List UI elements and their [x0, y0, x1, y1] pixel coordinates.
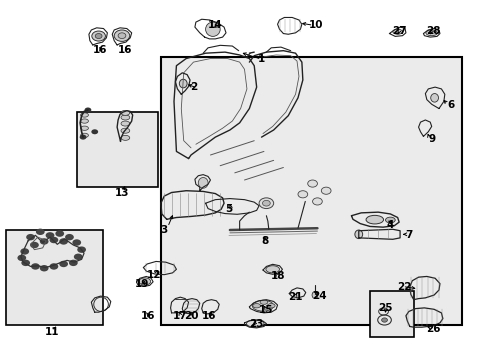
- Ellipse shape: [252, 300, 273, 311]
- Circle shape: [45, 232, 54, 239]
- Circle shape: [72, 239, 81, 246]
- Ellipse shape: [121, 111, 129, 115]
- Ellipse shape: [121, 115, 129, 120]
- Circle shape: [80, 135, 86, 140]
- Text: 8: 8: [261, 236, 268, 246]
- Ellipse shape: [121, 121, 129, 126]
- Text: 15: 15: [259, 305, 273, 315]
- Ellipse shape: [430, 94, 438, 102]
- Ellipse shape: [81, 113, 88, 117]
- Text: 17: 17: [173, 311, 187, 321]
- Text: 16: 16: [202, 311, 216, 321]
- Circle shape: [114, 30, 129, 41]
- Circle shape: [381, 318, 386, 322]
- Circle shape: [31, 263, 40, 270]
- Ellipse shape: [121, 128, 129, 133]
- Text: 28: 28: [425, 26, 440, 36]
- Ellipse shape: [267, 303, 275, 308]
- Ellipse shape: [81, 133, 88, 138]
- Circle shape: [26, 234, 35, 240]
- Circle shape: [118, 33, 125, 39]
- Text: 23: 23: [249, 319, 264, 329]
- Text: 18: 18: [271, 271, 285, 282]
- Text: 24: 24: [312, 291, 326, 301]
- Ellipse shape: [385, 217, 394, 223]
- Circle shape: [69, 260, 78, 266]
- Circle shape: [262, 201, 270, 206]
- Circle shape: [92, 31, 105, 41]
- Ellipse shape: [121, 135, 129, 140]
- Text: 16: 16: [141, 311, 155, 321]
- Circle shape: [307, 180, 317, 187]
- Text: 27: 27: [391, 26, 406, 36]
- Bar: [77, 112, 158, 187]
- Circle shape: [95, 33, 102, 39]
- Circle shape: [312, 198, 322, 205]
- Circle shape: [40, 265, 48, 271]
- Circle shape: [20, 248, 29, 255]
- Circle shape: [321, 187, 330, 194]
- Circle shape: [77, 247, 86, 253]
- Text: 26: 26: [425, 324, 440, 334]
- Text: 16: 16: [118, 45, 132, 55]
- Ellipse shape: [265, 266, 279, 273]
- Ellipse shape: [425, 30, 437, 36]
- Text: 12: 12: [147, 270, 162, 280]
- Text: 3: 3: [161, 225, 167, 235]
- Circle shape: [59, 261, 68, 267]
- Text: 4: 4: [386, 220, 393, 230]
- Circle shape: [21, 260, 30, 266]
- Text: 2: 2: [189, 82, 197, 92]
- Text: 1: 1: [257, 54, 264, 64]
- Bar: [161, 57, 461, 325]
- Ellipse shape: [311, 292, 317, 298]
- Text: 5: 5: [225, 203, 232, 213]
- Text: 14: 14: [207, 19, 222, 30]
- Text: 25: 25: [378, 302, 392, 312]
- Text: 9: 9: [427, 134, 434, 144]
- Text: 22: 22: [396, 282, 410, 292]
- Circle shape: [55, 230, 64, 237]
- Ellipse shape: [198, 177, 207, 188]
- Circle shape: [91, 129, 98, 134]
- Ellipse shape: [139, 278, 150, 285]
- Ellipse shape: [205, 22, 220, 36]
- Text: 10: 10: [308, 19, 323, 30]
- Ellipse shape: [354, 230, 362, 239]
- Circle shape: [259, 198, 273, 208]
- Bar: [369, 291, 413, 337]
- Circle shape: [49, 263, 58, 270]
- Circle shape: [30, 242, 39, 248]
- Ellipse shape: [179, 79, 187, 88]
- Circle shape: [49, 237, 58, 243]
- Text: 6: 6: [447, 100, 454, 110]
- Text: 13: 13: [115, 188, 129, 198]
- Ellipse shape: [392, 29, 402, 34]
- Ellipse shape: [252, 303, 260, 308]
- Text: 21: 21: [288, 292, 302, 302]
- Ellipse shape: [81, 126, 88, 130]
- Circle shape: [84, 108, 91, 112]
- Text: 20: 20: [183, 311, 198, 321]
- Text: 7: 7: [405, 230, 412, 240]
- Circle shape: [18, 255, 26, 261]
- Circle shape: [297, 191, 307, 198]
- Circle shape: [36, 229, 44, 235]
- Text: 16: 16: [92, 45, 107, 55]
- Ellipse shape: [246, 320, 264, 327]
- Text: 11: 11: [45, 327, 60, 337]
- Bar: [6, 230, 103, 325]
- Circle shape: [65, 234, 74, 240]
- Ellipse shape: [366, 215, 383, 224]
- Circle shape: [74, 253, 82, 260]
- Ellipse shape: [260, 300, 267, 304]
- Ellipse shape: [81, 119, 88, 123]
- Circle shape: [40, 238, 48, 245]
- Circle shape: [59, 238, 68, 245]
- Text: 19: 19: [135, 279, 149, 289]
